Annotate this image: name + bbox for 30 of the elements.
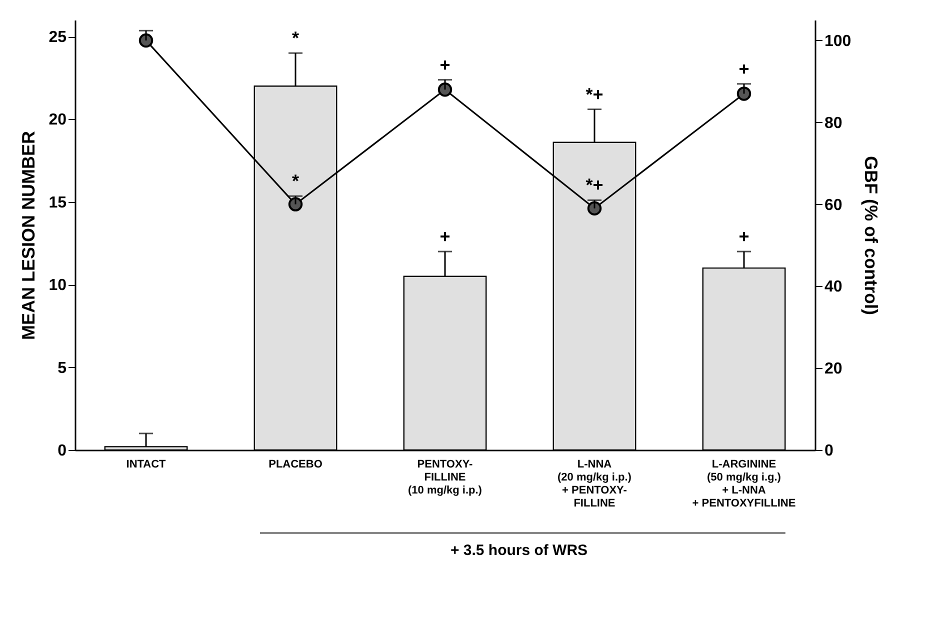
y2-tick-label: 100: [824, 32, 852, 50]
y2-tick-label: 60: [824, 196, 842, 214]
y-tick-label: 20: [48, 112, 67, 129]
y2-tick-label: 80: [824, 114, 842, 132]
data-label: *+: [586, 84, 604, 104]
data-label: +: [738, 58, 750, 79]
y2-tick-label: 40: [824, 278, 842, 296]
x-tick-label: INTACT: [126, 458, 166, 470]
x-tick-label: PENTOXY- FILLINE (10 mg/kg i.p.): [408, 458, 482, 496]
data-label: +: [440, 226, 450, 247]
y2-tick-label: 20: [824, 360, 842, 378]
y-tick-label: 0: [58, 442, 67, 460]
y-tick-label: 10: [48, 277, 67, 294]
x-tick-label: PLACEBO: [268, 458, 323, 470]
data-label: +: [738, 226, 750, 247]
data-label: *: [292, 171, 300, 192]
y2-axis-title: GBF (% of control): [861, 156, 882, 315]
y-tick-label: 25: [48, 29, 67, 46]
data-label: *: [292, 28, 300, 48]
data-label: +: [440, 54, 450, 75]
x-tick-label: L-NNA (20 mg/kg i.p.) + PENTOXY- FILLINE: [558, 458, 632, 510]
y2-tick-label: 0: [824, 442, 834, 460]
point: [438, 82, 452, 97]
data-label: *+: [586, 175, 604, 196]
y-axis-title: MEAN LESION NUMBER: [18, 130, 39, 340]
x-tick-label: L-ARGININE (50 mg/kg i.g.) + L-NNA + PENTOXYFILLINE: [692, 458, 796, 510]
y-tick-label: 5: [58, 360, 67, 377]
point: [736, 86, 752, 101]
y-tick-label: 15: [48, 194, 67, 212]
text: + 3.5 hours of WRS: [450, 542, 588, 559]
